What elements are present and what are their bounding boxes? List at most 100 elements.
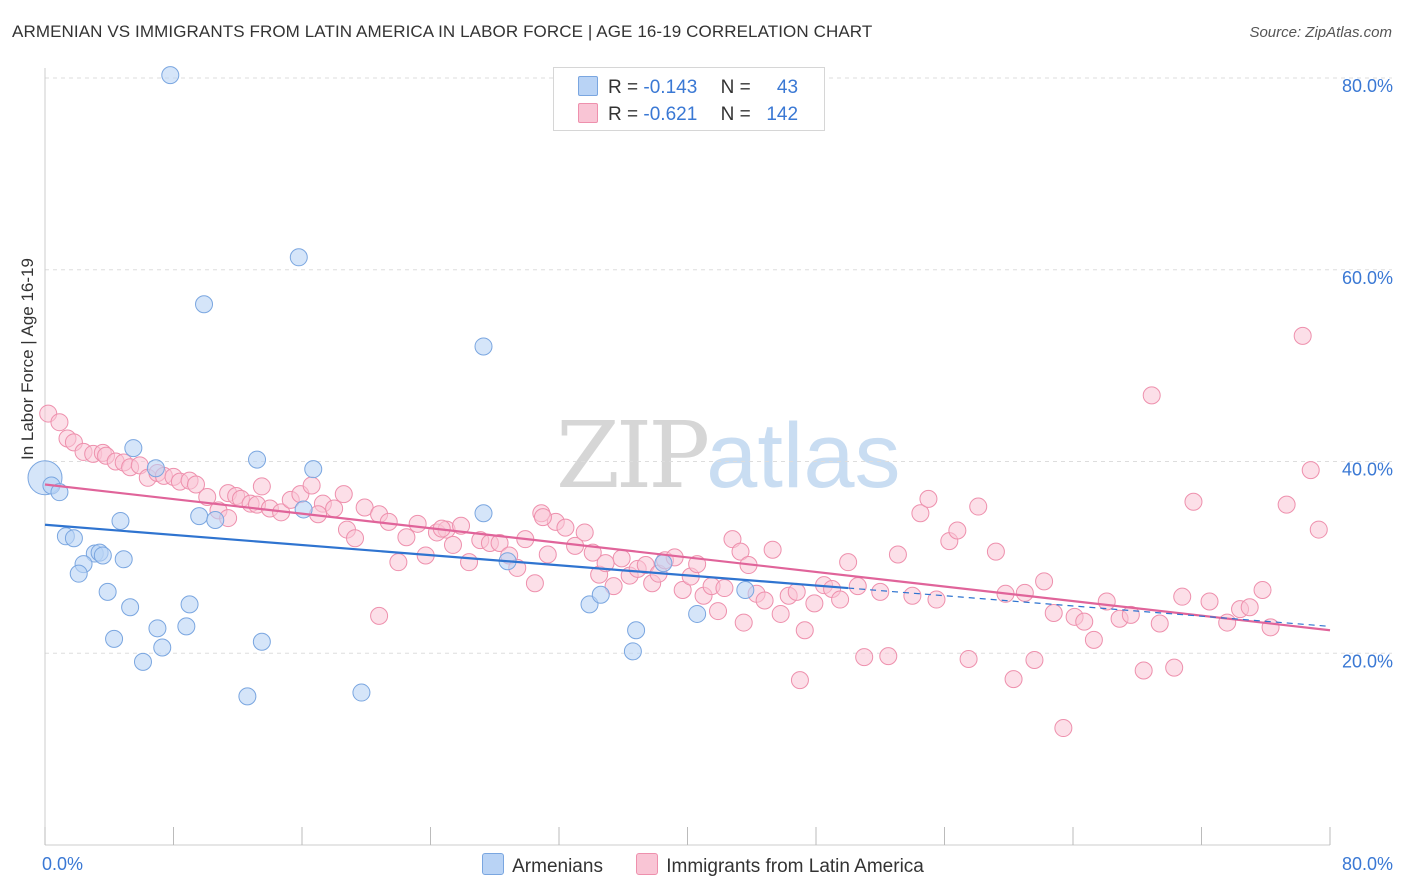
latin-america-point xyxy=(1097,592,1116,611)
latin-america-point xyxy=(1075,612,1094,631)
latin-america-point xyxy=(302,476,321,495)
latin-america-point xyxy=(186,475,205,494)
grid-lines xyxy=(45,77,1392,654)
latin-america-point xyxy=(831,590,850,609)
latin-america-point xyxy=(888,545,907,564)
latin-america-point xyxy=(460,553,479,572)
armenian-point xyxy=(238,687,257,706)
armenian-point xyxy=(180,595,199,614)
latin-america-point xyxy=(969,497,988,516)
y-axis-label: In Labor Force | Age 16-19 xyxy=(18,258,37,460)
latin-america-point xyxy=(1277,495,1296,514)
latin-america-point xyxy=(1253,580,1272,599)
armenian-point xyxy=(304,460,323,479)
armenian-point xyxy=(121,598,140,617)
armenian-point xyxy=(591,585,610,604)
latin-america-point xyxy=(1025,650,1044,669)
armenian-point xyxy=(654,554,673,573)
tick-labels: 20.0% 40.0% 60.0% 80.0% 0.0% 80.0% xyxy=(42,76,1393,874)
latin-america-point xyxy=(408,514,427,533)
y-tick-label: 60.0% xyxy=(1342,268,1393,288)
latin-america-legend-swatch xyxy=(636,853,659,875)
r-label: R = xyxy=(608,104,639,125)
latin-america-point xyxy=(1293,326,1312,345)
latin-america-point xyxy=(763,540,782,559)
armenian-point xyxy=(64,529,83,548)
n-label: N = xyxy=(720,104,751,125)
latin-america-point xyxy=(903,586,922,605)
armenian-swatch xyxy=(578,76,598,96)
latin-america-point xyxy=(533,508,552,527)
latin-america-point xyxy=(50,413,69,432)
latin-america-point xyxy=(1054,719,1073,738)
r-label: R = xyxy=(608,77,639,98)
armenian-trend-line xyxy=(44,523,849,590)
latin-america-point xyxy=(848,577,867,596)
armenian-point xyxy=(289,248,308,267)
legend-item-armenians[interactable]: Armenians xyxy=(482,853,603,878)
latin-america-point xyxy=(1142,386,1161,405)
latin-america-point xyxy=(731,542,750,561)
r-value: -0.621 xyxy=(643,104,698,125)
armenian-point xyxy=(623,642,642,661)
armenian-point xyxy=(98,582,117,601)
latin-america-point xyxy=(734,613,753,632)
armenian-point xyxy=(161,66,180,85)
latin-america-point xyxy=(1044,603,1063,622)
y-tick-label: 40.0% xyxy=(1342,460,1393,480)
armenian-point xyxy=(69,564,88,583)
latin-america-point xyxy=(715,579,734,598)
armenian-point xyxy=(146,459,165,478)
series-legend: Armenians Immigrants from Latin America xyxy=(0,853,1406,878)
armenian-point xyxy=(248,450,267,469)
latin-america-point xyxy=(1004,670,1023,689)
x-tick-label-min: 0.0% xyxy=(42,854,83,874)
latin-america-point xyxy=(1015,583,1034,602)
watermark-atlas: atlas xyxy=(706,405,901,507)
latin-america-point xyxy=(911,504,930,523)
latin-america-point xyxy=(839,553,858,572)
latin-america-point xyxy=(805,594,824,613)
latin-america-point xyxy=(525,574,544,593)
latin-america-trend-line xyxy=(44,483,1331,632)
armenian-point xyxy=(177,617,196,636)
n-label: N = xyxy=(720,77,751,98)
armenian-point xyxy=(153,638,172,657)
latin-america-point xyxy=(389,553,408,572)
latin-america-point xyxy=(755,591,774,610)
latin-america-point xyxy=(919,489,938,508)
armenian-point xyxy=(133,652,152,671)
axes xyxy=(44,68,1331,846)
latin-america-point xyxy=(334,485,353,504)
latin-america-point xyxy=(443,535,462,554)
latin-america-point xyxy=(1200,592,1219,611)
latin-america-point xyxy=(1184,492,1203,511)
armenian-point xyxy=(190,507,209,526)
latin-america-point xyxy=(1309,520,1328,539)
latin-america-point xyxy=(636,556,655,575)
latin-america-point xyxy=(1084,630,1103,649)
latin-america-point xyxy=(1134,661,1153,680)
armenian-point xyxy=(124,439,143,458)
r-value: -0.143 xyxy=(643,77,698,98)
latin-america-point xyxy=(198,487,217,506)
armenian-point xyxy=(474,337,493,356)
latin-america-point xyxy=(346,529,365,548)
legend-item-latin-america[interactable]: Immigrants from Latin America xyxy=(636,853,924,878)
latin-america-point xyxy=(855,648,874,667)
armenian-point xyxy=(627,621,646,640)
armenian-point xyxy=(474,504,493,523)
latin-america-point xyxy=(1240,598,1259,617)
latin-america-point xyxy=(252,477,271,496)
armenian-point xyxy=(736,580,755,599)
trend-lines xyxy=(44,483,1331,632)
latin-america-point xyxy=(1218,613,1237,632)
latin-america-point xyxy=(927,590,946,609)
latin-america-point xyxy=(583,543,602,562)
armenian-point xyxy=(148,619,167,638)
y-tick-label: 80.0% xyxy=(1342,76,1393,96)
armenian-trend-extension xyxy=(848,587,1331,628)
latin-america-point xyxy=(604,577,623,596)
latin-america-point xyxy=(575,523,594,542)
latin-america-point xyxy=(1150,614,1169,633)
